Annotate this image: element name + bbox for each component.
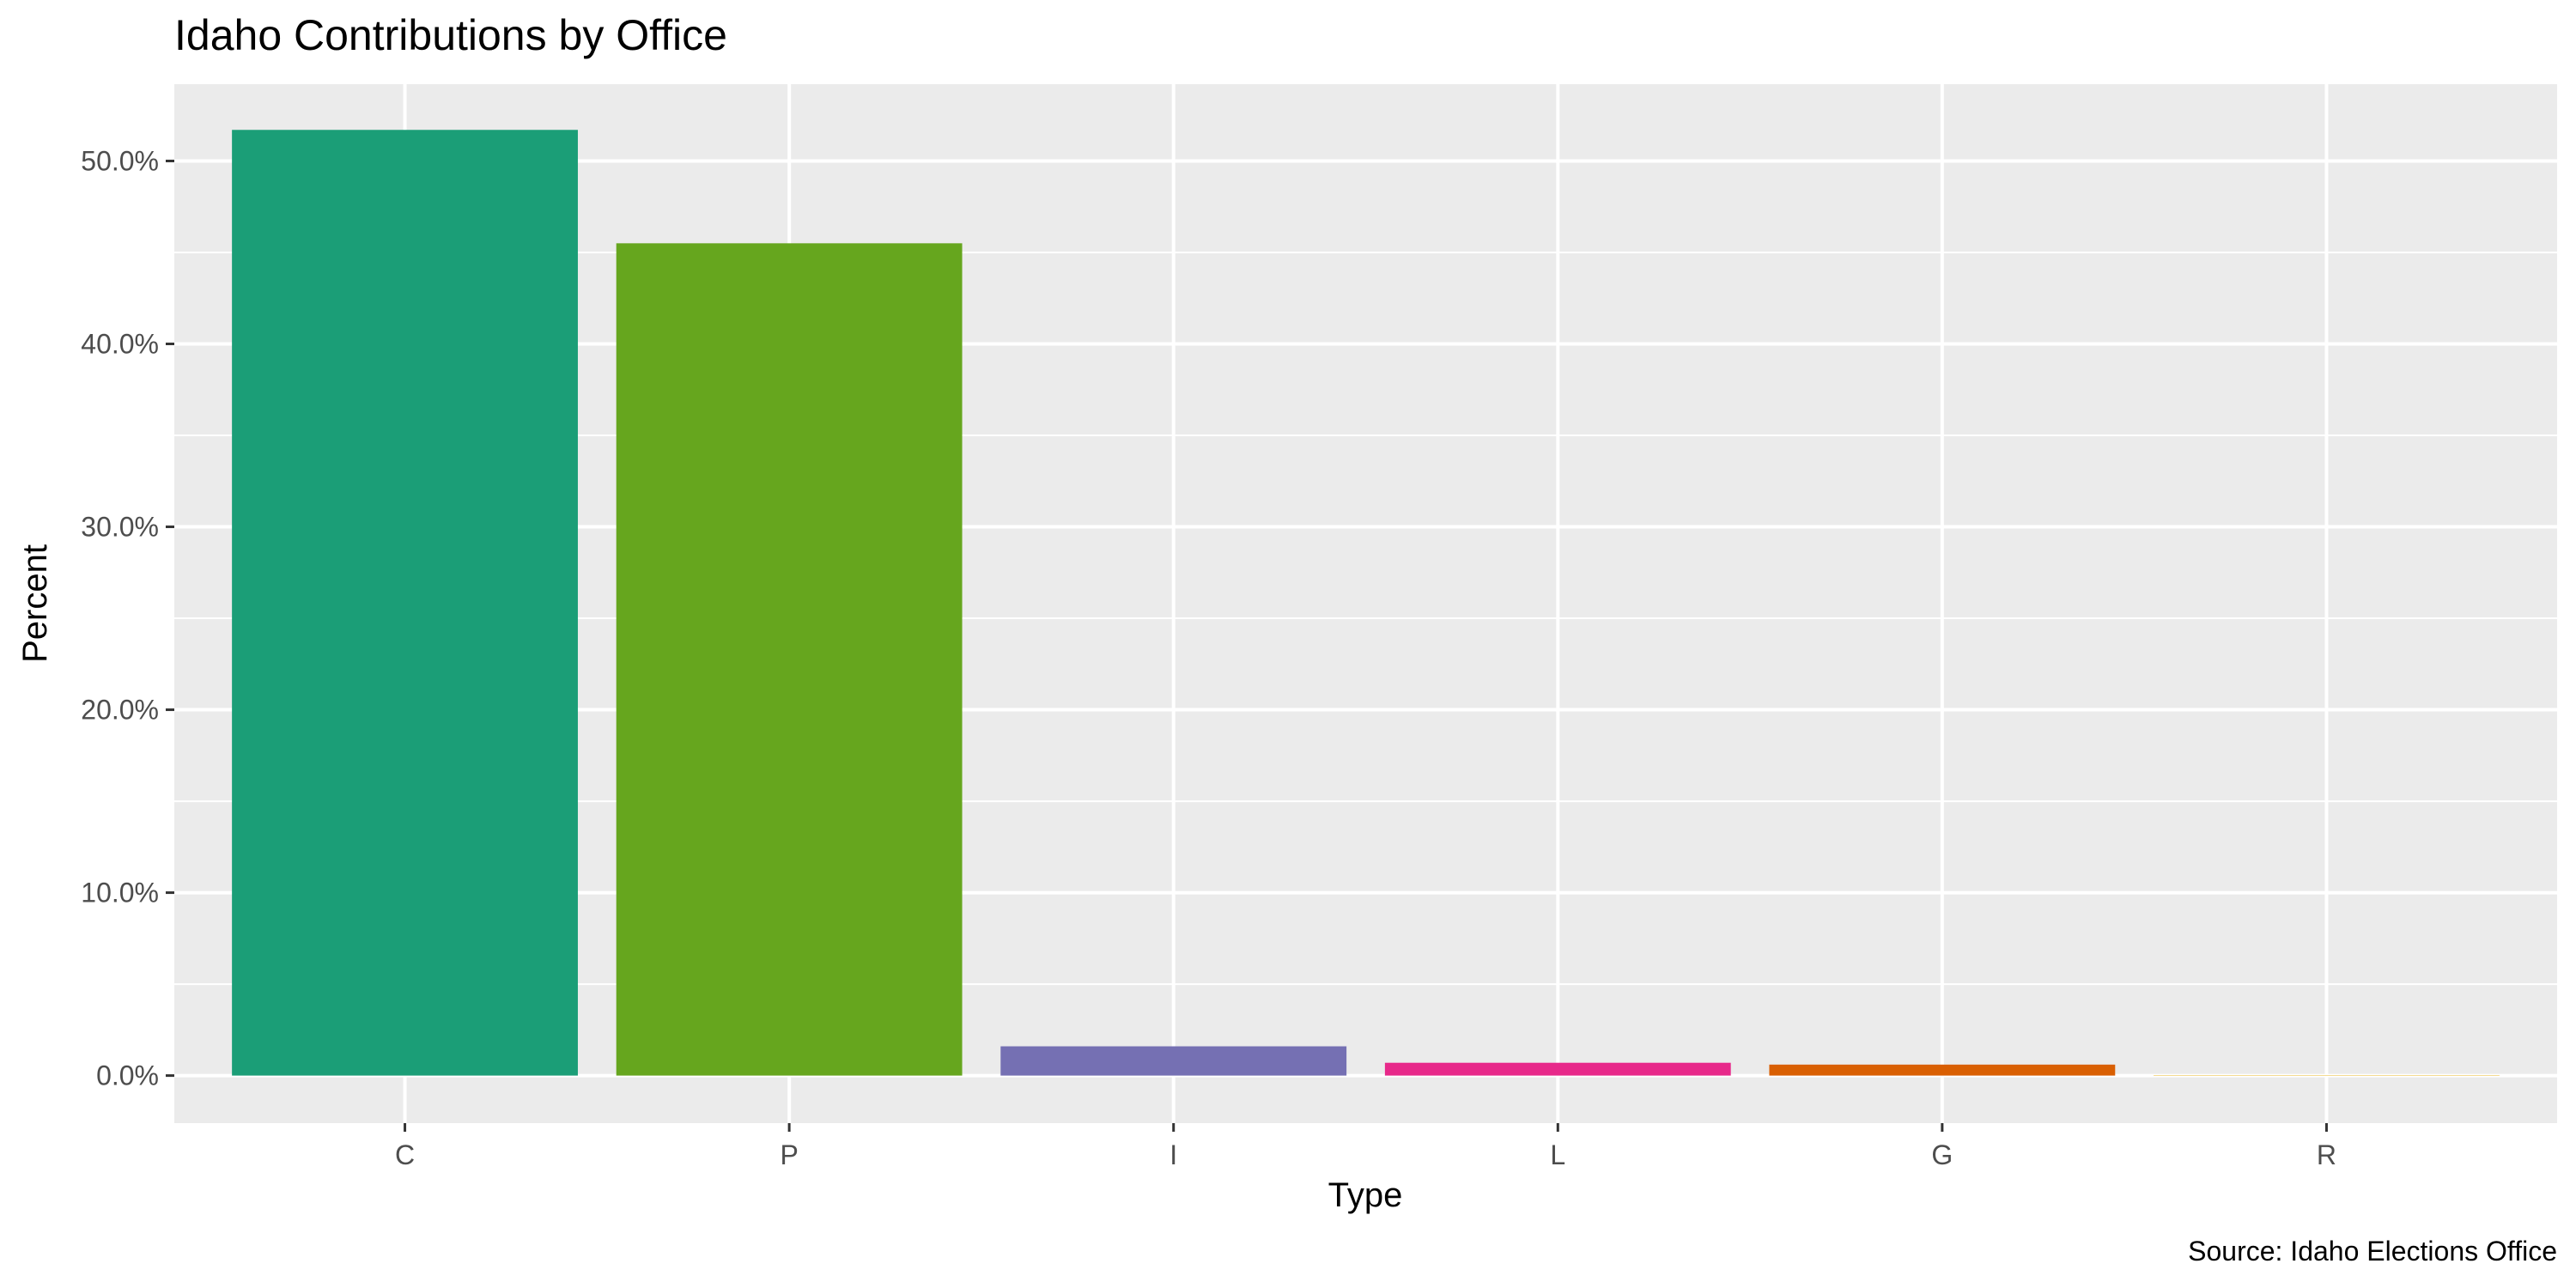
bar-C [232, 130, 578, 1076]
x-tick-label: C [395, 1139, 415, 1170]
bar-P [616, 243, 963, 1076]
x-axis-title: Type [1328, 1176, 1403, 1214]
y-tick-label: 0.0% [96, 1060, 159, 1091]
x-tick-label: G [1931, 1139, 1953, 1170]
bars [232, 130, 2500, 1076]
x-tick-label: L [1550, 1139, 1565, 1170]
y-axis: 0.0% 10.0% 20.0% 30.0% 40.0% 50.0% [81, 145, 174, 1091]
bar-G [1769, 1064, 2116, 1076]
chart-title: Idaho Contributions by Office [174, 11, 727, 59]
bar-L [1384, 1062, 1731, 1076]
bar-I [1000, 1046, 1347, 1076]
y-tick-label: 40.0% [81, 329, 159, 360]
y-tick-label: 30.0% [81, 512, 159, 543]
y-axis-title: Percent [16, 544, 54, 663]
x-tick-label: I [1170, 1139, 1177, 1170]
y-tick-label: 50.0% [81, 145, 159, 176]
y-tick-label: 20.0% [81, 695, 159, 726]
source-caption: Source: Idaho Elections Office [2188, 1236, 2557, 1267]
x-tick-label: P [780, 1139, 798, 1170]
x-tick-label: R [2317, 1139, 2336, 1170]
y-tick-label: 10.0% [81, 878, 159, 908]
